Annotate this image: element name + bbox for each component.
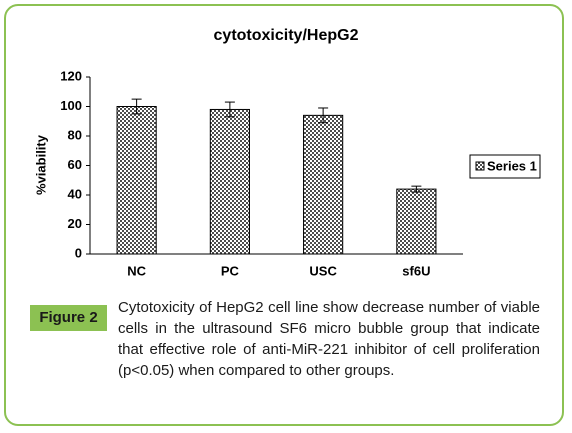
bar [209,108,250,255]
error-bar [224,101,235,118]
bar [303,114,344,255]
bar [396,188,437,255]
legend-label: Series 1 [487,158,537,173]
x-tick-label: NC [127,263,146,278]
x-tick-label: PC [221,263,240,278]
y-tick-label: 100 [60,98,82,113]
y-tick-label: 120 [60,68,82,83]
caption: Cytotoxicity of HepG2 cell line show dec… [118,299,540,379]
y-tick-label: 0 [75,245,82,260]
x-tick-label: USC [309,263,337,278]
x-tick-label: sf6U [402,263,430,278]
y-axis-label: %viability [33,134,48,195]
y-tick-label: 60 [68,157,82,172]
error-bar [318,107,329,124]
chart-title: cytotoxicity/HepG2 [214,27,359,44]
y-tick-label: 80 [68,127,82,142]
legend-box [469,154,541,179]
figure-frame [4,4,564,426]
legend-swatch [475,161,485,171]
y-tick-label: 40 [68,186,82,201]
error-bar [411,185,422,193]
error-bar [131,98,142,115]
figure-label: Figure 2 [30,305,107,331]
bar [116,106,157,255]
y-tick-label: 20 [68,216,82,231]
